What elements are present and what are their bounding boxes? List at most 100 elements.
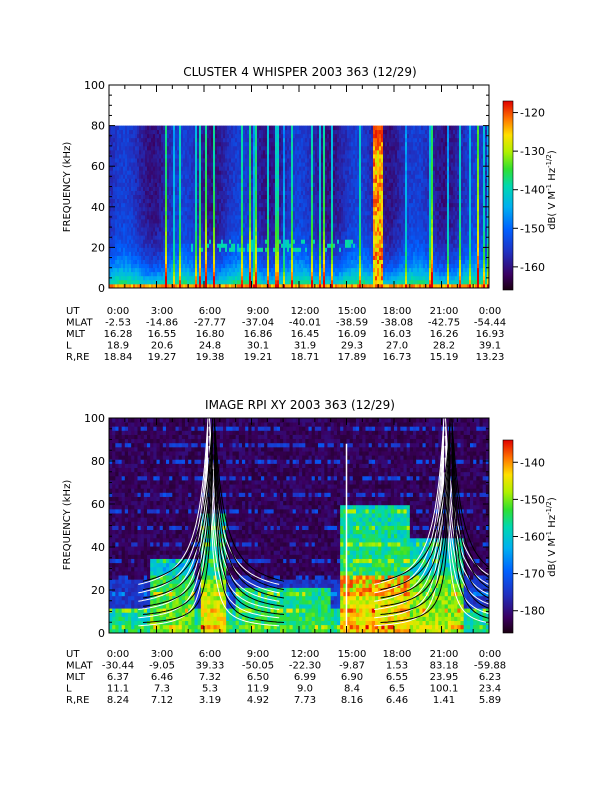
- panel1-spectrogram-cell: [131, 166, 134, 171]
- panel1-spectrogram-cell: [153, 235, 156, 240]
- panel1-spectrogram-cell: [335, 255, 338, 260]
- panel1-spectrogram-cell: [123, 251, 126, 256]
- panel1-spectrogram-cell: [303, 279, 306, 285]
- panel1-spectrogram-cell: [353, 158, 356, 163]
- panel1-spectrogram-cell: [285, 275, 288, 281]
- panel1-spectrogram-cell: [149, 231, 152, 236]
- panel1-spectrogram-cell: [265, 231, 268, 236]
- panel1-spectrogram-cell: [345, 149, 348, 155]
- panel1-spectrogram-cell: [187, 259, 190, 265]
- panel1-spectrogram-cell: [169, 149, 172, 155]
- panel1-spectrogram-cell: [137, 223, 140, 228]
- panel1-spectrogram-cell: [133, 137, 136, 143]
- panel1-spectrogram-cell: [321, 125, 324, 131]
- panel1-spectrogram-cell: [149, 174, 152, 179]
- panel1-spectrogram-cell: [145, 283, 148, 288]
- panel1-spectrogram-cell: [269, 214, 272, 220]
- panel1-spectrogram-cell: [345, 133, 348, 139]
- panel1-spectrogram-cell: [273, 174, 276, 179]
- panel1-spectrogram-cell: [187, 210, 190, 216]
- panel1-spectrogram-cell: [233, 137, 236, 143]
- panel1-spectrogram-cell: [187, 247, 190, 252]
- panel1-spectrogram-cell: [221, 223, 224, 228]
- panel1-spectrogram-cell: [237, 174, 240, 179]
- panel1-spectrogram-cell: [157, 283, 160, 288]
- panel1-spectrogram-cell: [155, 198, 158, 204]
- panel1-spectrogram-cell: [241, 190, 244, 196]
- panel1-spectrogram-cell: [199, 231, 202, 236]
- panel1-spectrogram-cell: [185, 267, 188, 273]
- panel1-spectrogram-cell: [267, 279, 270, 285]
- panel1-spectrogram-cell: [233, 243, 236, 248]
- panel1-spectrogram-cell: [323, 243, 326, 248]
- panel1-spectrogram-cell: [123, 129, 126, 135]
- panel1-spectrogram-cell: [341, 263, 344, 269]
- panel1-spectrogram-cell: [211, 141, 214, 147]
- panel1-spectrogram-cell: [115, 166, 118, 171]
- panel1-spectrogram-cell: [293, 198, 296, 204]
- panel1-spectrogram-cell: [321, 149, 324, 155]
- panel1-spectrogram-cell: [277, 206, 280, 212]
- panel1-spectrogram-cell: [337, 133, 340, 139]
- panel1-spectrogram-cell: [323, 279, 326, 285]
- panel1-spectrogram-cell: [139, 158, 142, 163]
- panel1-spectrogram-cell: [213, 255, 216, 260]
- panel1-spectrogram-cell: [141, 182, 144, 187]
- panel1-spectrogram-cell: [299, 154, 302, 159]
- panel1-spectrogram-cell: [253, 202, 256, 208]
- panel1-spectrogram-cell: [203, 231, 206, 236]
- panel1-spectrogram-cell: [353, 166, 356, 171]
- panel1-spectrogram-cell: [139, 255, 142, 260]
- panel1-spectrogram-cell: [281, 275, 284, 281]
- panel1-spectrogram-cell: [313, 279, 316, 285]
- panel1-spectrogram-cell: [177, 235, 180, 240]
- panel1-spectrogram-cell: [283, 149, 286, 155]
- panel1-spectrogram-cell: [117, 166, 120, 171]
- panel1-spectrogram-cell: [287, 223, 290, 228]
- panel1-spectrogram-cell: [221, 263, 224, 269]
- panel1-spectrogram-cell: [141, 174, 144, 179]
- panel1-spectrogram-cell: [131, 283, 134, 288]
- panel1-spectrogram-cell: [127, 137, 130, 143]
- panel1-spectrogram-cell: [351, 194, 354, 200]
- panel1-spectrogram-cell: [297, 275, 300, 281]
- panel1-spectrogram-cell: [189, 198, 192, 204]
- panel1-spectrogram-cell: [247, 243, 250, 248]
- panel1-spectrogram-cell: [145, 133, 148, 139]
- panel1-spectrogram-cell: [295, 158, 298, 163]
- panel1-spectrogram-cell: [353, 182, 356, 187]
- panel1-spectrogram-cell: [247, 166, 250, 171]
- panel1-spectrogram-cell: [165, 145, 168, 151]
- panel1-spectrogram-cell: [195, 198, 198, 204]
- panel1-spectrogram-cell: [253, 267, 256, 273]
- panel1-spectrogram-cell: [327, 133, 330, 139]
- panel1-spectrogram-cell: [185, 129, 188, 135]
- panel1-spectrogram-cell: [227, 186, 230, 191]
- panel1-spectrogram-cell: [181, 190, 184, 196]
- panel1-spectrogram-cell: [323, 251, 326, 256]
- panel1-spectrogram-cell: [171, 279, 174, 285]
- panel1-spectrogram-cell: [221, 271, 224, 277]
- panel1-spectrogram-cell: [173, 227, 176, 232]
- panel1-spectrogram-cell: [271, 125, 274, 131]
- panel1-spectrogram-cell: [263, 247, 266, 252]
- panel1-spectrogram-cell: [165, 271, 168, 277]
- panel1-spectrogram-cell: [207, 125, 210, 131]
- panel1-spectrogram-cell: [141, 190, 144, 196]
- panel1-spectrogram-cell: [297, 125, 300, 131]
- panel1-spectrogram-cell: [143, 275, 146, 281]
- panel1-spectrogram-cell: [163, 279, 166, 285]
- panel1-spectrogram-cell: [297, 218, 300, 224]
- panel1-spectrogram-cell: [353, 247, 356, 252]
- panel1-spectrogram-cell: [131, 133, 134, 139]
- panel1-spectrogram-cell: [297, 251, 300, 256]
- panel1-spectrogram-cell: [267, 190, 270, 196]
- panel1-spectrogram-cell: [131, 259, 134, 265]
- panel1-spectrogram-cell: [347, 279, 350, 285]
- panel1-spectrogram-cell: [257, 170, 260, 175]
- panel1-spectrogram-cell: [301, 141, 304, 147]
- panel1-spectrogram-cell: [345, 251, 348, 256]
- panel1-spectrogram-cell: [131, 267, 134, 273]
- panel1-spectrogram-cell: [307, 283, 310, 288]
- panel1-spectrogram-cell: [213, 214, 216, 220]
